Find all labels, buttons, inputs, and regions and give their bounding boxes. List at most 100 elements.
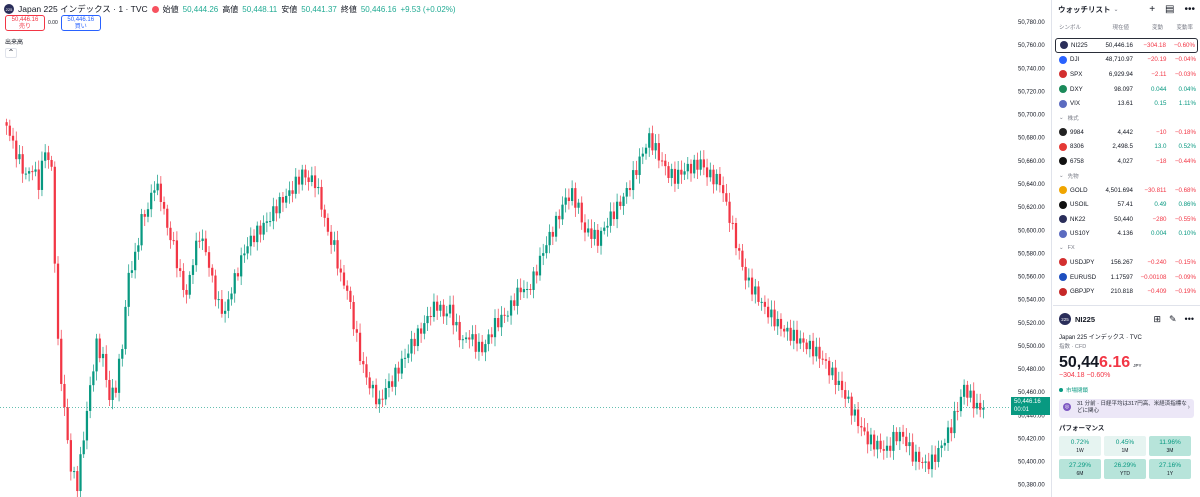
edit-icon[interactable]: ✎ — [1169, 313, 1177, 324]
candle-body — [310, 175, 313, 183]
volume-indicator-label[interactable]: 出来高 — [5, 40, 24, 46]
candle-body — [429, 315, 432, 318]
watchlist-row[interactable]: NI225 50,446.16 −304.18 −0.60% — [1055, 38, 1198, 53]
symbol-logo-icon — [1059, 142, 1067, 151]
chart-title[interactable]: Japan 225 インデックス · 1 · TVC — [18, 4, 148, 14]
watchlist-row[interactable]: NK22 50,440 −280 −0.55% — [1053, 212, 1200, 227]
more-icon[interactable]: ••• — [1184, 313, 1194, 324]
candle-body — [481, 341, 484, 353]
detail-symbol[interactable]: NI225 — [1075, 314, 1096, 324]
symbol-logo-icon — [1059, 186, 1067, 195]
col-last[interactable]: 現在値 — [1112, 25, 1129, 31]
performance-cell[interactable]: 0.45% 1M — [1104, 436, 1146, 456]
watchlist-section[interactable]: ⌄ FX — [1053, 241, 1200, 255]
watchlist-row[interactable]: VIX 13.61 0.15 1.11% — [1053, 96, 1200, 111]
chart-pane[interactable]: 50,780.00 50,760.00 50,740.00 50,720.00 50,7… — [0, 0, 1052, 497]
y-tick-label: 50,440.00 — [1018, 413, 1045, 419]
candle-body — [542, 253, 545, 256]
close-label: 終値 — [340, 4, 357, 14]
watchlist-row[interactable]: DJI 48,710.97 −20.19 −0.04% — [1053, 53, 1200, 68]
candle-body — [31, 171, 34, 173]
detail-name[interactable]: Japan 225 インデックス · TVC — [1059, 335, 1142, 341]
candle-body — [117, 358, 121, 393]
candle-body — [950, 427, 953, 434]
candle-body — [323, 209, 326, 218]
row-last: 50,446.16 — [1105, 41, 1133, 49]
candle-body — [339, 268, 342, 273]
candle-body — [252, 235, 256, 243]
candle-body — [667, 166, 670, 178]
price-main: 50,44 — [1059, 354, 1100, 371]
low-label: 安値 — [281, 4, 298, 14]
watchlist-row[interactable]: EURUSD 1.17597 −0.00108 −0.09% — [1053, 270, 1200, 285]
performance-cell[interactable]: 26.29% YTD — [1104, 459, 1146, 479]
watchlist-row[interactable]: GOLD 4,501.694 −30.811 −0.68% — [1053, 183, 1200, 198]
watchlist-row[interactable]: 9984 4,442 −10 −0.18% — [1053, 125, 1200, 140]
performance-cell[interactable]: 11.96% 3M — [1149, 436, 1191, 456]
candle-body — [526, 289, 529, 291]
section-label: 先物 — [1067, 173, 1079, 180]
watchlist-row[interactable]: DXY 98.097 0.044 0.04% — [1053, 82, 1200, 97]
watchlist-row[interactable]: USDJPY 156.267 −0.240 −0.15% — [1053, 255, 1200, 270]
watchlist-row[interactable]: SPX 6,929.94 −2.11 −0.03% — [1053, 67, 1200, 82]
candle-body — [497, 317, 500, 328]
candle-body — [346, 285, 349, 291]
candle-body — [834, 367, 837, 385]
price-chart[interactable]: 50,780.00 50,760.00 50,740.00 50,720.00 50,7… — [0, 0, 1052, 497]
row-last: 156.267 — [1110, 258, 1133, 266]
buy-button[interactable]: 50,446.16 買い — [60, 15, 101, 31]
y-tick-label: 50,420.00 — [1018, 436, 1045, 442]
performance-cell[interactable]: 27.16% 1Y — [1149, 459, 1191, 479]
watchlist-row[interactable]: US10Y 4.136 0.004 0.10% — [1053, 227, 1200, 242]
chevron-up-icon[interactable]: ⌃ — [5, 48, 17, 58]
chevron-down-icon[interactable]: ⌄ — [1113, 6, 1119, 13]
news-item[interactable]: ◎ 31 分前 · 日経平均は317円高、米経済指標などに関心 › — [1059, 399, 1194, 418]
more-icon[interactable]: ••• — [1184, 3, 1195, 15]
candle-body — [262, 222, 265, 235]
y-tick-label: 50,560.00 — [1018, 275, 1045, 281]
watchlist-section[interactable]: ⌄ 先物 — [1053, 169, 1200, 183]
candle-body — [18, 154, 21, 160]
candle-body — [873, 434, 876, 450]
candle-body — [750, 277, 754, 295]
candle-body — [301, 169, 304, 185]
candle-body — [744, 266, 747, 281]
candle-body — [728, 201, 731, 223]
col-change[interactable]: 変動 — [1151, 25, 1163, 31]
candle-body — [15, 140, 18, 160]
col-symbol[interactable]: シンボル — [1059, 25, 1082, 31]
watchlist-title[interactable]: ウォッチリスト — [1058, 4, 1111, 14]
candle-body — [660, 160, 664, 162]
candle-body — [696, 159, 699, 170]
candle-body — [612, 211, 616, 220]
performance-cell[interactable]: 27.29% 6M — [1059, 459, 1101, 479]
col-pct[interactable]: 変動率 — [1176, 25, 1193, 31]
add-symbol-icon[interactable]: + — [1149, 3, 1156, 15]
performance-cell[interactable]: 0.72% 1W — [1059, 436, 1101, 456]
candle-body — [689, 163, 693, 174]
candle-body — [879, 440, 882, 450]
layout-icon[interactable]: ▤ — [1165, 3, 1175, 15]
candle-body — [722, 185, 725, 194]
watchlist-row[interactable]: 6758 4,027 −18 −0.44% — [1053, 154, 1200, 169]
candle-body — [599, 230, 603, 246]
sell-button[interactable]: 50,446.16 売り — [5, 15, 45, 31]
candle-body — [619, 201, 622, 206]
symbol-logo-icon — [1059, 55, 1067, 64]
row-change: 13.0 — [1154, 143, 1167, 151]
candle-body — [493, 317, 497, 338]
watchlist-section[interactable]: ⌄ 株式 — [1053, 111, 1200, 125]
candle-body — [513, 300, 516, 306]
grid-icon[interactable]: ⊞ — [1153, 313, 1161, 324]
chevron-down-icon: ⌄ — [1059, 172, 1064, 179]
watchlist-row[interactable]: USOIL 57.41 0.49 0.86% — [1053, 197, 1200, 212]
candle-body — [644, 147, 648, 154]
watchlist-row[interactable]: 8306 2,498.5 13.0 0.52% — [1053, 140, 1200, 155]
candle-body — [448, 304, 452, 314]
row-last: 1.17597 — [1110, 273, 1133, 281]
watchlist-row[interactable]: GBPJPY 210.818 −0.409 −0.19% — [1053, 284, 1200, 299]
spread-value: 0.00 — [48, 20, 58, 26]
candle-body — [307, 177, 310, 183]
candle-body — [326, 217, 330, 232]
y-tick-label: 50,480.00 — [1018, 367, 1045, 373]
